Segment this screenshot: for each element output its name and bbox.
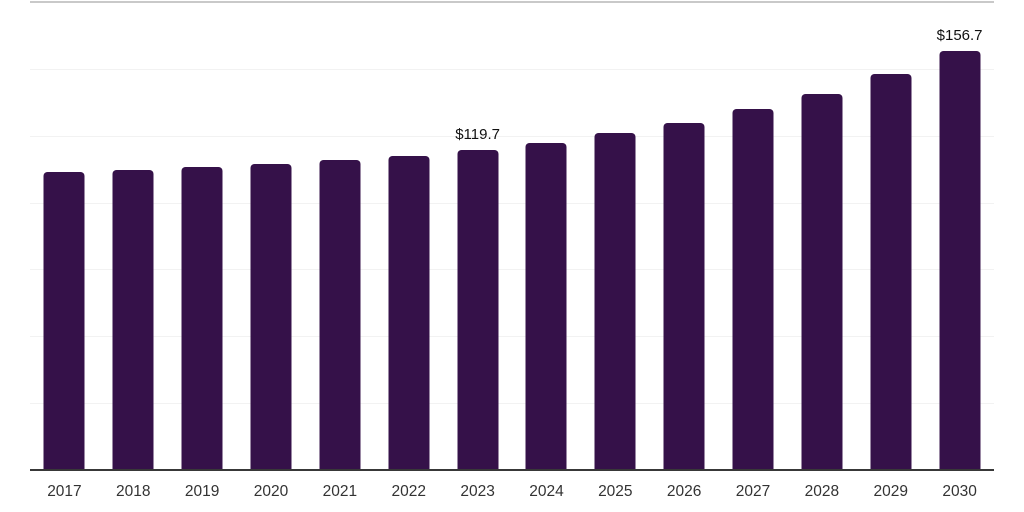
x-axis-line (30, 469, 994, 471)
x-tick-label-2022: 2022 (391, 483, 426, 500)
x-tick-label-2019: 2019 (184, 483, 220, 500)
x-tick-label-2017: 2017 (47, 483, 82, 500)
bar-slot-2017 (30, 2, 99, 470)
bar-2028 (801, 94, 843, 470)
x-tick-label-2024: 2024 (529, 483, 564, 500)
x-tick-label-2018: 2018 (116, 483, 151, 500)
bar-2025 (594, 133, 636, 470)
bar-2026 (663, 123, 705, 470)
bar-2019 (181, 167, 223, 470)
bar-slot-2028 (787, 2, 856, 470)
bar-series: $119.7 $156.7 (30, 2, 994, 470)
bar-slot-2019 (168, 2, 237, 470)
bar-2027 (732, 109, 774, 470)
x-tick-label-2026: 2026 (666, 483, 702, 500)
x-axis-tick-labels: 2017 2018 2019 2020 2021 2022 2023 2024 2025 2026… (30, 483, 994, 502)
x-tick-label-2020: 2020 (253, 483, 289, 500)
bar-slot-2020 (237, 2, 306, 470)
bar-2018 (112, 170, 154, 470)
x-tick-label-2021: 2021 (322, 483, 358, 500)
x-tick-label-2025: 2025 (598, 483, 633, 500)
bar-2021 (319, 160, 361, 470)
bar-slot-2025 (581, 2, 650, 470)
bar-slot-2027 (719, 2, 788, 470)
x-tick-label-2028: 2028 (804, 483, 840, 500)
x-tick-label-2030: 2030 (942, 483, 977, 500)
plot-area: $119.7 $156.7 (30, 1, 994, 470)
bar-slot-2023: $119.7 (443, 2, 512, 470)
bar-2023 (457, 150, 499, 470)
bar-2017 (43, 172, 85, 470)
bar-value-label-2030: $156.7 (936, 27, 983, 44)
x-tick-label-2027: 2027 (735, 483, 771, 500)
bar-slot-2024 (512, 2, 581, 470)
bar-value-label-2023: $119.7 (455, 126, 500, 143)
bar-slot-2022 (374, 2, 443, 470)
bar-2020 (250, 164, 292, 470)
bar-slot-2030: $156.7 (925, 2, 994, 470)
x-tick-label-2023: 2023 (460, 483, 495, 500)
bar-slot-2021 (305, 2, 374, 470)
x-tick-label-2029: 2029 (873, 483, 908, 500)
bar-2024 (525, 143, 567, 470)
bar-slot-2026 (650, 2, 719, 470)
bar-2022 (388, 156, 430, 470)
bar-2030 (939, 51, 981, 470)
bar-2029 (870, 74, 912, 470)
bar-slot-2029 (856, 2, 925, 470)
bar-slot-2018 (99, 2, 168, 470)
